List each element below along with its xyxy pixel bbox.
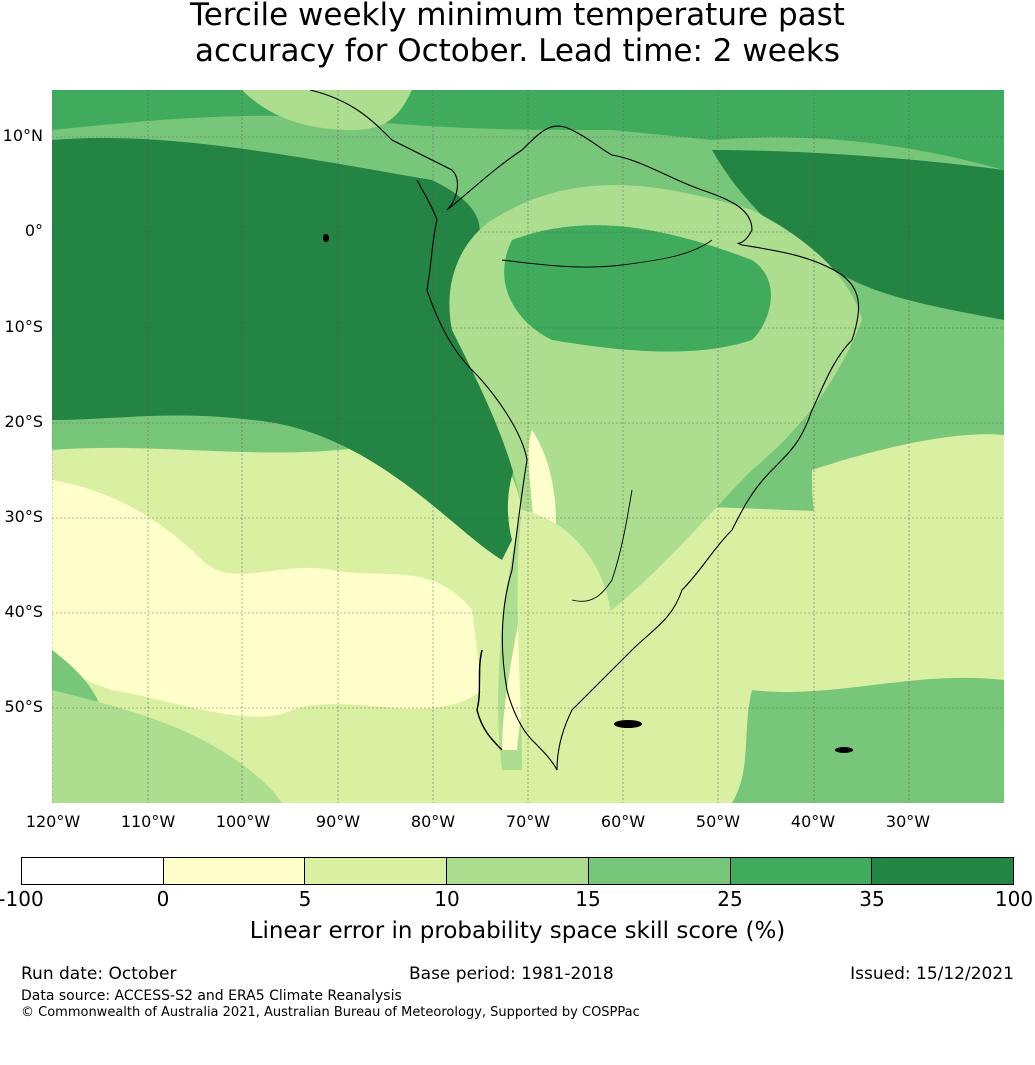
base-period-text: Base period: 1981-2018 xyxy=(409,964,614,984)
lat-label-10n: 10°N xyxy=(2,126,43,145)
colorbar-segment xyxy=(22,858,164,884)
colorbar-segment xyxy=(163,858,306,884)
lon-label-110w: 110°W xyxy=(120,812,176,831)
map-title-line-2: accuracy for October. Lead time: 2 weeks xyxy=(195,33,840,69)
colorbar-label: Linear error in probability space skill … xyxy=(249,918,786,944)
lat-label-0: 0° xyxy=(24,221,43,240)
colorbar xyxy=(21,857,1014,885)
amazon-river-line xyxy=(501,239,713,268)
lon-label-40w: 40°W xyxy=(790,812,836,831)
lon-label-50w: 50°W xyxy=(695,812,741,831)
colorbar-tick-5: 5 xyxy=(298,887,312,911)
colorbar-segment xyxy=(588,858,731,884)
pacific-dark-band xyxy=(52,138,522,560)
colorbar-tick-0: 0 xyxy=(156,887,170,911)
lat-label-50s: 50°S xyxy=(4,697,43,716)
lat-label-30s: 30°S xyxy=(4,507,43,526)
chilean-fjords xyxy=(476,649,503,751)
colorbar-segment xyxy=(305,858,448,884)
colorbar-segment xyxy=(730,858,873,884)
lon-label-100w: 100°W xyxy=(215,812,271,831)
colorbar-tick-35: 35 xyxy=(859,887,885,911)
colorbar-tick-25: 25 xyxy=(717,887,743,911)
east-atlantic-light xyxy=(812,434,1004,610)
colorbar-tick-10: 10 xyxy=(434,887,460,911)
lon-label-70w: 70°W xyxy=(505,812,551,831)
lat-label-40s: 40°S xyxy=(4,602,43,621)
lat-label-10s: 10°S xyxy=(4,317,43,336)
lon-label-60w: 60°W xyxy=(600,812,646,831)
falkland-islands xyxy=(614,720,642,728)
lon-label-30w: 30°W xyxy=(885,812,931,831)
colorbar-tick-100: 100 xyxy=(994,887,1034,911)
caribbean-light-patch xyxy=(242,90,412,130)
colorbar-tick-15: 15 xyxy=(575,887,601,911)
lat-label-20s: 20°S xyxy=(4,412,43,431)
south-mid-patches xyxy=(52,690,282,803)
colorbar-segment xyxy=(447,858,589,884)
copyright-text: © Commonwealth of Australia 2021, Austra… xyxy=(21,1005,640,1020)
south-georgia-island xyxy=(835,747,853,753)
south-america-coastline xyxy=(309,90,860,771)
issued-date-text: Issued: 15/12/2021 xyxy=(850,964,1014,984)
lon-label-90w: 90°W xyxy=(315,812,361,831)
skill-score-map xyxy=(52,90,1004,803)
south-east-mid-band xyxy=(732,677,1004,803)
atlantic-dark-band xyxy=(712,150,1004,320)
colorbar-tick-minus100: -100 xyxy=(0,887,44,911)
southern-palest-zone xyxy=(52,480,482,717)
colorbar-segment xyxy=(872,858,1014,884)
patagonia-pale-zone xyxy=(517,510,612,770)
galapagos-islands xyxy=(323,234,329,242)
parana-river-line xyxy=(571,489,633,602)
data-source-text: Data source: ACCESS-S2 and ERA5 Climate … xyxy=(21,988,402,1004)
run-date-text: Run date: October xyxy=(21,964,177,984)
graticule xyxy=(52,90,1004,803)
amazon-green-zone xyxy=(504,225,771,352)
map-title-line-1: Tercile weekly minimum temperature past xyxy=(190,0,845,33)
lon-label-80w: 80°W xyxy=(410,812,456,831)
lon-label-120w: 120°W xyxy=(25,812,81,831)
